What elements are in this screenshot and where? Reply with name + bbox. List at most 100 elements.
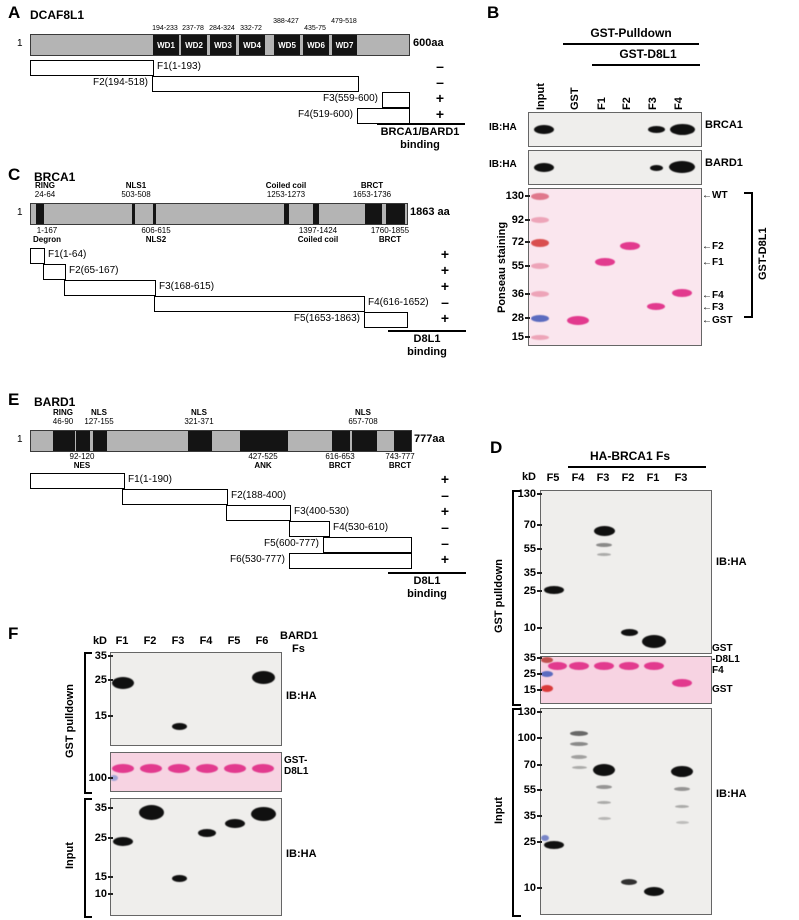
lane-label: F1 (646, 472, 660, 484)
lane-label: F5 (546, 472, 560, 484)
mw-label: 70 (523, 759, 536, 771)
mw-label: 36 (511, 288, 524, 300)
mw-label: 100 (517, 732, 536, 744)
wd-range-label: 194-233 (152, 25, 178, 32)
mw-label: 15 (523, 684, 536, 696)
panel-letter-e: E (8, 390, 20, 409)
protein-band (140, 764, 162, 773)
dcaf8l1-domain-bar: WD1 WD2 WD3 WD4 WD5 WD6 WD7 (30, 34, 410, 56)
fragment-box (357, 108, 410, 124)
input-blot (110, 798, 282, 916)
lane-label: F1 (115, 635, 129, 647)
domain-annotation: BRCT 1653-1736 (352, 181, 392, 200)
domain-segment (76, 431, 90, 451)
fragment-label: F1(1-64) (48, 249, 87, 260)
bar-start-label: 1 (17, 207, 23, 218)
protein-band (544, 841, 564, 849)
gst-d8l1-header: GST-D8L1 (619, 47, 677, 61)
mw-label: 130 (505, 190, 524, 202)
panel-letter-f: F (8, 624, 19, 643)
fragment-box (64, 280, 156, 296)
fragment-label: F6(530-777) (229, 554, 285, 565)
binding-symbol: – (441, 294, 449, 310)
domain-annotation: 743-777 BRCT (385, 452, 415, 471)
protein-band (569, 662, 589, 670)
mw-label: 10 (523, 622, 536, 634)
gst-pulldown-blot (540, 490, 712, 654)
domain-segment (386, 204, 405, 224)
fragment-label: F4(519-600) (297, 109, 353, 120)
binding-symbol: – (436, 74, 444, 90)
gst-d8l1-bracket (744, 192, 753, 318)
protein-band (531, 263, 549, 269)
wd-domain-box: WD1 (153, 35, 179, 55)
protein-band (647, 126, 665, 133)
mw-tick (537, 673, 542, 675)
protein-band (113, 837, 133, 846)
protein-band (251, 671, 275, 684)
wd-range-label: 479-518 (331, 18, 357, 25)
gst-d8l1-bracket-label: GST-D8L1 (757, 227, 769, 281)
domain-annotation: 606-615 NLS2 (141, 226, 171, 245)
mw-label: 35 (523, 652, 536, 664)
ponceau-blot (528, 188, 702, 346)
band-arrow-label: ←F4 (702, 290, 724, 301)
lane-label: F1 (596, 97, 608, 110)
mw-label: 55 (523, 543, 536, 555)
mw-label: 35 (94, 802, 107, 814)
brca1-title: BRCA1 (34, 170, 76, 184)
lane-label: F6 (255, 635, 269, 647)
mw-tick (108, 893, 113, 895)
protein-band (541, 685, 553, 692)
ponceau-strip (540, 656, 712, 704)
binding-caption: BRCA1/BARD1 binding (364, 126, 476, 152)
mw-tick (537, 524, 542, 526)
band-arrow-label: ←WT (702, 190, 728, 201)
ib-ha-label: IB:HA (716, 788, 747, 800)
gst-pulldown-blot (110, 652, 282, 746)
protein-band (593, 764, 615, 776)
mw-label: 15 (511, 331, 524, 343)
band-arrow-label: ←GST (702, 315, 733, 326)
band-arrow-label: ←F3 (702, 302, 724, 313)
gst-pulldown-underline (563, 43, 699, 45)
input-bracket (84, 798, 92, 918)
protein-band (595, 258, 615, 266)
mw-label: 130 (517, 706, 536, 718)
domain-annotation: 427-525 ANK (248, 452, 278, 471)
protein-band (597, 553, 611, 556)
binding-symbol: – (436, 58, 444, 74)
domain-segment (352, 431, 377, 451)
lane-label: F2 (621, 472, 635, 484)
binding-symbol: + (440, 471, 450, 487)
binding-symbol: – (441, 519, 449, 535)
fragment-box (30, 60, 154, 76)
mw-tick (537, 789, 542, 791)
protein-band (672, 289, 692, 297)
input-bracket (512, 708, 521, 917)
mw-tick (525, 336, 530, 338)
ha-brca1-fs-header: HA-BRCA1 Fs (589, 449, 670, 463)
wd-range-label: 284-324 (209, 25, 235, 32)
gst-pulldown-header: GST-Pulldown (590, 26, 672, 40)
ib-ha-label: IB:HA (489, 122, 517, 133)
domain-segment (332, 431, 350, 451)
fragment-box (364, 312, 408, 328)
mw-tick (525, 241, 530, 243)
mw-tick (537, 572, 542, 574)
mw-label: 100 (88, 772, 107, 784)
fragment-label: F5(1653-1863) (293, 313, 360, 324)
binding-caption: D8L1 binding (378, 333, 476, 359)
protein-band (620, 242, 640, 250)
mw-label: 25 (94, 832, 107, 844)
dcaf8l1-title: DCAF8L1 (30, 8, 85, 22)
binding-caption: D8L1 binding (378, 575, 476, 601)
mw-label: 25 (523, 585, 536, 597)
kd-label: kD (92, 635, 107, 647)
fragment-box (154, 296, 365, 312)
bar-end-label: 1863 aa (410, 206, 450, 218)
mw-tick (108, 777, 113, 779)
fragment-label: F1(1-193) (157, 61, 201, 72)
mw-label: 25 (94, 674, 107, 686)
fragment-box (152, 76, 359, 92)
